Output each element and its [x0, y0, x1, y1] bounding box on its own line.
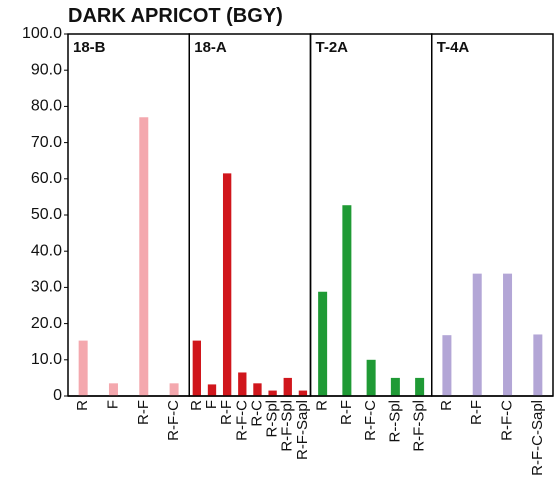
panel-frame — [188, 33, 312, 397]
bar — [503, 273, 513, 396]
chart-title: DARK APRICOT (BGY) — [68, 5, 283, 27]
bar — [222, 173, 232, 396]
bar — [342, 205, 352, 396]
x-tick-label: R-F — [338, 400, 355, 425]
bar — [169, 383, 179, 396]
y-tick-label: 80.0 — [31, 98, 62, 115]
x-tick-label: R-F-C — [499, 400, 516, 441]
bar — [238, 372, 247, 396]
x-tick-label: R-F — [468, 400, 485, 425]
panel-name: 18-B — [73, 39, 106, 56]
x-tick-label: R-F-C — [233, 400, 250, 441]
x-tick-label: R — [314, 400, 331, 411]
x-tick-label: F — [104, 400, 121, 409]
x-tick-label: R — [438, 400, 455, 411]
bar — [253, 383, 262, 396]
y-tick-label: 0 — [53, 387, 62, 404]
y-tick-label: 30.0 — [31, 279, 62, 296]
y-tick-label: 40.0 — [31, 242, 62, 259]
x-tick-label: R-F-C — [362, 400, 379, 441]
x-tick-label: R-C — [248, 400, 265, 427]
panel-name: 18-A — [194, 39, 227, 56]
bar — [472, 273, 482, 396]
x-tick-label: R--Spl — [386, 400, 403, 443]
y-tick-label: 90.0 — [31, 61, 62, 78]
x-tick-label: R-Spl — [264, 400, 281, 438]
bar — [390, 377, 400, 396]
bar — [298, 390, 308, 396]
x-tick-label: R — [74, 400, 91, 411]
bar — [442, 335, 452, 396]
x-tick-label: R — [188, 400, 205, 411]
bar — [207, 384, 217, 396]
y-tick-label: 10.0 — [31, 351, 62, 368]
bar — [268, 390, 277, 396]
bar — [139, 117, 149, 396]
bar — [366, 359, 376, 396]
x-tick-label: R-F-C — [165, 400, 182, 441]
y-tick-label: 100.0 — [22, 25, 62, 42]
x-tick-label: R-F-Spl — [411, 400, 428, 452]
panel-name: T-2A — [316, 39, 349, 56]
bar — [318, 291, 328, 396]
bar — [283, 377, 292, 396]
y-tick-label: 60.0 — [31, 170, 62, 187]
y-tick-label: 70.0 — [31, 134, 62, 151]
bar — [192, 340, 201, 396]
x-tick-label: R-F — [135, 400, 152, 425]
x-tick-label: R-F-C-Sapl — [529, 400, 546, 476]
y-tick-label: 50.0 — [31, 206, 62, 223]
x-tick-label: F — [203, 400, 220, 409]
bar — [533, 334, 543, 396]
bar — [108, 383, 118, 396]
panel-name: T-4A — [437, 39, 470, 56]
x-tick-label: R-F-Spl — [279, 400, 296, 452]
x-tick-label: R-F — [218, 400, 235, 425]
bar — [78, 340, 88, 396]
x-tick-label: R-F-Sapl — [294, 400, 311, 460]
y-tick-label: 20.0 — [31, 315, 62, 332]
bar — [415, 377, 425, 396]
panel-frame — [309, 33, 433, 397]
